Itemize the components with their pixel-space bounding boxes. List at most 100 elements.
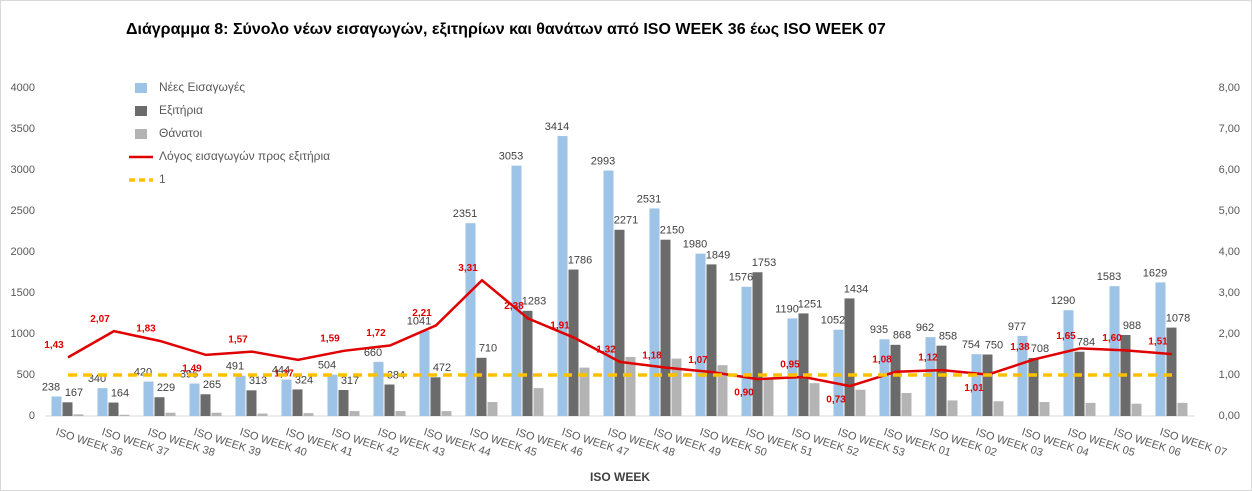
line-value-label: 2,38 [504, 301, 524, 312]
line-value-label: 1,43 [44, 340, 64, 351]
bar-value-label: 784 [1077, 337, 1095, 349]
legend-label: Νέες Εισαγωγές [159, 80, 245, 94]
bar [890, 344, 901, 416]
bar [108, 402, 119, 416]
bar [465, 223, 476, 416]
line-value-label: 1,57 [228, 334, 248, 345]
bar-value-label: 265 [203, 379, 221, 391]
bar-value-label: 238 [42, 381, 60, 393]
bar [97, 388, 108, 416]
line-value-label: 1,38 [1010, 342, 1030, 353]
bar-value-label: 1190 [775, 303, 799, 315]
bar [579, 367, 590, 416]
bar [649, 208, 660, 416]
legend-label: 1 [159, 172, 166, 186]
bar [660, 239, 671, 416]
bar [1155, 282, 1166, 416]
bar [476, 357, 487, 416]
bar [51, 396, 62, 416]
bar-value-label: 1849 [706, 249, 730, 261]
bar [752, 272, 763, 416]
line-value-label: 1,83 [136, 324, 156, 335]
bar-value-label: 164 [111, 387, 129, 399]
bar [706, 264, 717, 416]
line-value-label: 0,95 [780, 360, 800, 371]
legend-swatch [135, 129, 147, 139]
bar [395, 411, 406, 416]
bar [522, 310, 533, 416]
legend-label: Λόγος εισαγωγών προς εξιτήρια [159, 149, 330, 163]
y-tick-label: 4000 [11, 82, 35, 94]
bar [281, 379, 292, 416]
y-tick-label: 1000 [11, 328, 35, 340]
bar-value-label: 1576 [729, 272, 753, 284]
line-value-label: 1,32 [596, 345, 616, 356]
line-value-label: 1,08 [872, 354, 892, 365]
line-value-label: 1,07 [688, 355, 708, 366]
bar [511, 165, 522, 416]
line-value-label: 2,07 [90, 314, 110, 325]
bar [763, 377, 774, 416]
bar [338, 390, 349, 416]
bar-value-label: 1078 [1166, 313, 1190, 325]
bar [879, 339, 890, 416]
bar [557, 136, 568, 416]
bar [614, 229, 625, 416]
bar-value-label: 313 [249, 375, 267, 387]
y-tick-label: 0 [29, 410, 35, 422]
y2-tick-label: 2,00 [1219, 328, 1240, 340]
bar-value-label: 1629 [1143, 267, 1167, 279]
bar [695, 253, 706, 416]
y-tick-label: 2500 [11, 205, 35, 217]
x-axis-title: ISO WEEK [590, 470, 650, 484]
legend-swatch [135, 83, 147, 93]
bar [1085, 402, 1096, 416]
bar-value-label: 988 [1123, 320, 1141, 332]
y-tick-label: 1500 [11, 287, 35, 299]
bar [487, 402, 498, 416]
bar-value-label: 1052 [821, 315, 845, 327]
line-value-label: 2,21 [412, 308, 432, 319]
bar [441, 411, 452, 416]
bar-value-label: 2531 [637, 193, 661, 205]
bar [384, 384, 395, 416]
bar [1074, 351, 1085, 416]
bar-value-label: 2351 [453, 208, 477, 220]
bar-value-label: 1434 [844, 283, 868, 295]
legend-label: Εξιτήρια [159, 103, 203, 117]
bar [235, 375, 246, 416]
y2-tick-label: 6,00 [1219, 164, 1240, 176]
bar [787, 318, 798, 416]
bar [292, 389, 303, 416]
bar [430, 377, 441, 416]
bar [165, 412, 176, 416]
bar-value-label: 754 [962, 339, 980, 351]
line-value-label: 1,65 [1056, 331, 1076, 342]
bar [62, 402, 73, 416]
line-value-label: 1,49 [182, 364, 202, 375]
bar-value-label: 962 [916, 322, 934, 334]
bar [349, 411, 360, 416]
bar [568, 269, 579, 416]
bar-value-label: 1753 [752, 257, 776, 269]
bar-value-label: 229 [157, 382, 175, 394]
bar-value-label: 491 [226, 361, 244, 373]
bar-value-label: 710 [479, 343, 497, 355]
bar-value-label: 2993 [591, 155, 615, 167]
bar [200, 394, 211, 416]
bar [993, 401, 1004, 416]
legend-swatch [135, 106, 147, 116]
bar-value-label: 1041 [407, 316, 431, 328]
chart-title: Διάγραμμα 8: Σύνολο νέων εισαγωγών, εξιτ… [126, 21, 886, 38]
bar-value-label: 324 [295, 374, 313, 386]
bar-value-label: 858 [939, 331, 957, 343]
bar [947, 400, 958, 416]
y2-tick-label: 1,00 [1219, 369, 1240, 381]
bar [419, 330, 430, 416]
bar-value-label: 317 [341, 375, 359, 387]
bar [373, 361, 384, 416]
bar [936, 345, 947, 416]
line-value-label: 1,91 [550, 320, 570, 331]
bar-value-label: 504 [318, 360, 336, 372]
